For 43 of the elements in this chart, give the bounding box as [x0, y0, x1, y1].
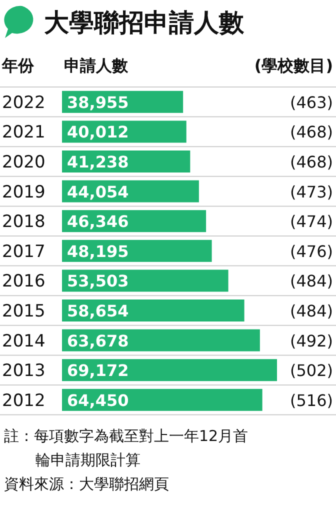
y-tick-label: 2017 — [2, 242, 46, 262]
y-tick-label: 2015 — [2, 302, 46, 322]
y2-tick-label: (484) — [290, 302, 333, 320]
data-label: 48,195 — [67, 242, 129, 261]
data-label: 69,172 — [67, 361, 129, 380]
y-tick-label: 2022 — [2, 92, 46, 113]
data-label: 40,012 — [67, 122, 129, 142]
data-label: 64,450 — [67, 390, 129, 410]
bar — [62, 388, 262, 411]
y-tick-label: 2020 — [2, 152, 46, 172]
y2-tick-label: (474) — [290, 212, 333, 232]
bar — [62, 359, 277, 382]
y-tick-label: 2014 — [2, 331, 46, 352]
data-label: 38,955 — [67, 92, 129, 112]
data-label: 58,654 — [67, 302, 129, 320]
data-label: 63,678 — [67, 331, 129, 350]
text: 註：每項數字為截至對上一年12月首輪申請期限計算 — [4, 426, 250, 471]
y-tick-label: 2018 — [2, 212, 46, 232]
bar — [62, 329, 260, 352]
y2-tick-label: (476) — [290, 242, 333, 261]
data-label: 53,503 — [67, 272, 129, 291]
data-label: 41,238 — [67, 152, 129, 172]
y2-tick-label: (463) — [290, 92, 333, 112]
y-tick-label: 2019 — [2, 182, 46, 202]
y2-tick-label: (502) — [290, 361, 333, 380]
y2-tick-label: (516) — [290, 390, 333, 410]
data-label: 44,054 — [67, 182, 129, 202]
y-axis-title: 年份 — [1, 56, 35, 75]
y2-tick-label: (468) — [290, 152, 333, 172]
y-tick-label: 2021 — [2, 122, 46, 143]
y2-tick-label: (468) — [290, 122, 333, 142]
chart-title: 大學聯招申請人數 — [44, 8, 245, 37]
bar — [62, 300, 244, 322]
y2-axis-title: (學校數目) — [254, 56, 333, 75]
y2-tick-label: (492) — [290, 331, 333, 350]
y-tick-label: 2012 — [2, 390, 46, 411]
y-tick-label: 2013 — [2, 361, 46, 382]
data-label: 46,346 — [67, 212, 129, 232]
y2-tick-label: (473) — [290, 182, 333, 202]
x-axis-title: 申請人數 — [64, 56, 129, 75]
y-tick-label: 2016 — [2, 272, 46, 292]
source-note: 資料來源：大學聯招網頁 — [4, 474, 170, 495]
y2-tick-label: (484) — [290, 272, 333, 291]
